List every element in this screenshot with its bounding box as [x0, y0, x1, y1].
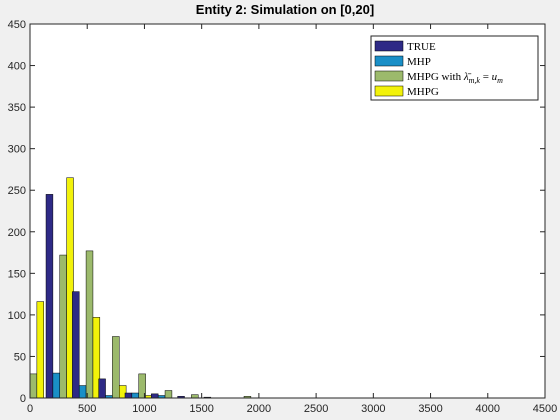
legend-swatch — [374, 70, 404, 82]
x-tick-label: 2000 — [247, 403, 271, 415]
y-tick-label: 300 — [8, 144, 26, 156]
bar-true-2 — [72, 291, 80, 399]
legend-swatch — [374, 55, 404, 67]
y-tick-label: 150 — [8, 268, 26, 280]
y-axis: 0 50 100 150 200 250 300 350 400 450 — [8, 19, 545, 405]
chart-title: Entity 2: Simulation on [0,20] — [196, 2, 374, 17]
bar-mhpg-with-m-k-u-m-0 — [29, 373, 38, 399]
y-tick-label: 350 — [8, 102, 26, 114]
legend-label: TRUE — [407, 41, 436, 53]
x-tick-label: 0 — [27, 403, 33, 415]
x-tick-label: 500 — [78, 403, 96, 415]
y-tick-label: 200 — [8, 227, 26, 239]
x-tick-label: 3500 — [418, 403, 442, 415]
x-tick-label: 4000 — [476, 403, 500, 415]
bar-true-5 — [151, 393, 159, 399]
bar-mhp-2 — [78, 385, 87, 399]
legend-swatch — [374, 40, 404, 52]
x-tick-label: 1000 — [132, 403, 156, 415]
bar-mhp-1 — [52, 372, 61, 399]
bar-mhpg-with-m-k-u-m-3 — [112, 336, 120, 399]
x-axis: 0 500 1000 1500 2000 2500 3000 3500 4000 4500 — [27, 24, 557, 415]
y-tick-label: 0 — [20, 393, 26, 405]
x-tick-label: 1500 — [189, 403, 213, 415]
y-tick-label: 450 — [8, 19, 26, 31]
bar-mhpg-with-m-k-u-m-5 — [164, 390, 173, 399]
bar-true-3 — [98, 378, 106, 399]
y-tick-label: 100 — [8, 310, 26, 322]
plot-frame — [29, 23, 546, 399]
bar-mhpg-with-m-k-u-m-1 — [59, 254, 67, 399]
y-tick-label: 250 — [8, 185, 26, 197]
bar-mhp-4 — [131, 392, 139, 399]
y-tick-label: 400 — [8, 61, 26, 73]
bar-mhpg-0 — [36, 301, 44, 399]
bar-true-4 — [124, 392, 133, 399]
bar-mhpg-with-m-k-u-m-2 — [85, 250, 94, 399]
legend-label: MHPG — [407, 86, 439, 98]
legend-swatch — [374, 85, 404, 97]
bar-true-1 — [45, 194, 54, 399]
x-tick-label: 3000 — [361, 403, 385, 415]
x-tick-label: 4500 — [533, 403, 557, 415]
x-tick-label: 2500 — [304, 403, 328, 415]
legend-label: MHPG with λ̄m,k = um — [407, 71, 503, 85]
y-tick-label: 50 — [14, 351, 26, 363]
legend-label: MHP — [407, 56, 431, 68]
